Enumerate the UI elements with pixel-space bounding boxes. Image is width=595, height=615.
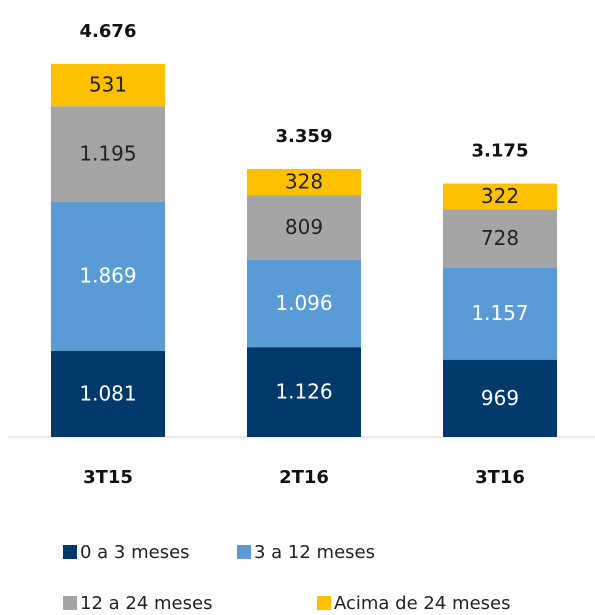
x-tick-label: 3T15 [83,467,133,488]
bar-segment [443,267,557,360]
value-label: 809 [285,215,323,239]
bar-segment [247,259,361,348]
legend-label: 12 a 24 meses [80,593,212,614]
legend-label: 0 a 3 meses [80,542,190,563]
legend-label: Acima de 24 meses [334,593,510,614]
value-label: 728 [481,226,519,250]
bar-segment [51,201,165,351]
bar-segment [51,350,165,437]
bar-segment [247,168,361,196]
total-label: 3.359 [276,126,333,147]
value-label: 328 [285,170,323,194]
bar-segment [51,63,165,107]
total-label: 3.175 [472,141,529,162]
value-label: 322 [481,184,519,208]
legend-swatch [237,545,251,559]
value-label: 1.126 [275,380,332,404]
bar-segment [443,209,557,268]
legend-label: 3 a 12 meses [254,542,375,563]
bar-segment [51,106,165,202]
legend-swatch [63,545,77,559]
value-label: 531 [89,73,127,97]
bar-segment [247,195,361,260]
value-label: 969 [481,386,519,410]
value-label: 1.157 [471,301,528,325]
value-label: 1.081 [79,381,136,405]
x-tick-label: 2T16 [279,467,329,488]
legend-swatch [317,596,331,610]
x-tick-label: 3T16 [475,467,525,488]
value-label: 1.869 [79,264,136,288]
total-label: 4.676 [80,21,137,42]
value-label: 1.195 [79,141,136,165]
bar-segment [247,347,361,437]
bar-segment [443,183,557,210]
legend-swatch [63,596,77,610]
bar-segment [443,359,557,437]
value-label: 1.096 [275,291,332,315]
